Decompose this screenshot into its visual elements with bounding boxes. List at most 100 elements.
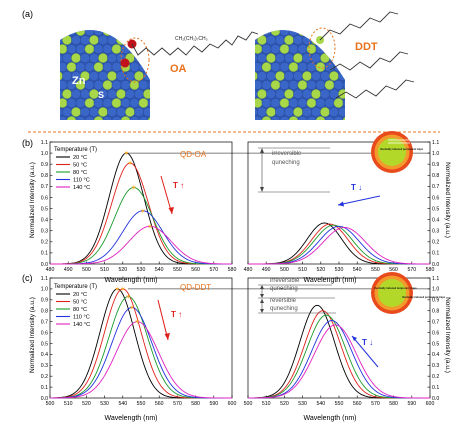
y-tick-label: 0.1	[432, 385, 439, 391]
peak-marker: ✶	[125, 293, 131, 301]
x-tick-label: 540	[316, 401, 325, 407]
peak-marker: ✶	[140, 207, 146, 215]
x-tick-label: 510	[64, 401, 73, 407]
x-tick-label: 600	[228, 401, 237, 407]
t-down-arrow-c	[351, 335, 379, 368]
ylabel-b-right: Normalized Intensity (a.u.)	[444, 162, 451, 238]
y-tick-label: 1.1	[432, 276, 439, 282]
y-tick-label: 0.2	[41, 240, 48, 246]
x-tick-label: 520	[118, 267, 127, 273]
x-tick-label: 480	[46, 267, 55, 273]
peak-marker: ✶	[127, 160, 133, 168]
x-tick-label: 560	[155, 401, 164, 407]
x-tick-label: 500	[46, 401, 55, 407]
y-tick-label: 0.1	[41, 385, 48, 391]
x-tick-label: 590	[407, 401, 416, 407]
y-tick-label: 0.6	[41, 330, 48, 336]
x-tick-label: 550	[137, 401, 146, 407]
x-tick-label: 540	[118, 401, 127, 407]
irreversible-label-c-1: irreversible	[270, 278, 300, 284]
y-tick-label: 0.9	[41, 298, 48, 304]
x-tick-label: 520	[82, 401, 91, 407]
x-tick-label: 550	[371, 267, 380, 273]
xlabel-b-left: Wavelength (nm)	[104, 277, 157, 284]
legend-entry: 20 °C	[73, 155, 87, 161]
legend-c: Temperature (T) 20 °C 50 °C80 °C 110 °C140 …	[54, 284, 97, 328]
y-tick-label: 0.4	[41, 352, 48, 358]
x-tick-label: 560	[191, 267, 200, 273]
panel-label-b: (b)	[22, 138, 33, 148]
zn-label: Zn	[72, 75, 86, 87]
ylabel-c: Normalized Intensity (a.u.)	[29, 297, 36, 373]
x-tick-label: 550	[335, 401, 344, 407]
peak-marker: ✶	[120, 285, 126, 293]
x-tick-label: 530	[298, 401, 307, 407]
x-tick-label: 590	[209, 401, 218, 407]
y-tick-label: 1.1	[432, 140, 439, 146]
y-tick-label: 0.7	[432, 319, 439, 325]
x-tick-label: 580	[191, 401, 200, 407]
y-tick-label: 0.8	[41, 173, 48, 179]
x-tick-label: 550	[173, 267, 182, 273]
y-tick-label: 0.3	[41, 363, 48, 369]
ylabel-b: Normalized Intensity (a.u.)	[29, 162, 36, 238]
series-line-4	[50, 210, 232, 265]
y-tick-label: 0.9	[41, 162, 48, 168]
reversible-label-c-1: reversible	[270, 298, 297, 304]
legend-title: Temperature (T)	[54, 147, 97, 153]
x-tick-label: 520	[316, 267, 325, 273]
y-tick-label: 0.5	[432, 206, 439, 212]
x-tick-label: 540	[155, 267, 164, 273]
legend-entry: 80 °C	[73, 307, 87, 313]
quenching-bracket-c	[258, 284, 336, 314]
t-down-b: T ↓	[351, 183, 362, 192]
ddt-ligands: DDT	[308, 11, 415, 99]
y-tick-label: 1.0	[432, 151, 439, 157]
xlabel-c-left: Wavelength (nm)	[104, 415, 157, 422]
series-line-2	[248, 223, 430, 265]
qd-ddt-surface	[255, 30, 345, 120]
irreversible-bracket-b	[258, 147, 330, 193]
inset-qd-oa: thermally induced permanent traps	[371, 131, 424, 173]
x-tick-label: 510	[262, 401, 271, 407]
y-tick-label: 0.2	[41, 374, 48, 380]
y-tick-label: 0.7	[41, 184, 48, 190]
series-line-3	[50, 187, 232, 265]
y-tick-label: 1.1	[41, 276, 48, 282]
x-tick-label: 520	[280, 401, 289, 407]
x-tick-label: 560	[389, 267, 398, 273]
y-tick-label: 0.6	[432, 195, 439, 201]
x-tick-label: 480	[244, 267, 253, 273]
oa-label: OA	[170, 63, 187, 75]
t-up-c: T ↑	[171, 310, 182, 319]
y-tick-label: 0.9	[432, 162, 439, 168]
peak-marker: ✶	[147, 223, 153, 231]
y-tick-label: 0.5	[41, 341, 48, 347]
y-tick-label: 0.9	[432, 298, 439, 304]
x-tick-label: 570	[209, 267, 218, 273]
peak-marker: ✶	[131, 184, 137, 192]
x-tick-label: 500	[280, 267, 289, 273]
y-tick-label: 0.3	[432, 229, 439, 235]
y-tick-label: 0.0	[41, 262, 48, 268]
y-tick-label: 1.0	[41, 287, 48, 293]
series-line-5	[248, 226, 430, 265]
y-tick-label: 1.1	[41, 140, 48, 146]
legend-entry: 110 °C	[73, 178, 90, 184]
y-tick-label: 0.8	[41, 309, 48, 315]
peak-marker: ✶	[124, 150, 130, 158]
legend-entry: 50 °C	[73, 300, 87, 306]
x-tick-label: 490	[64, 267, 73, 273]
xlabel-b-right: Wavelength (nm)	[303, 277, 356, 284]
legend-b: Temperature (T) 20 °C 50 °C80 °C 110 °C140 …	[54, 147, 97, 191]
x-tick-label: 580	[426, 267, 435, 273]
y-tick-label: 0.6	[432, 330, 439, 336]
x-tick-label: 530	[137, 267, 146, 273]
x-tick-label: 580	[228, 267, 237, 273]
legend-entry: 20 °C	[73, 292, 87, 298]
series-line-4	[49, 306, 232, 399]
inset-text-top: thermally induced permanent traps	[380, 147, 424, 151]
y-tick-label: 0.3	[41, 229, 48, 235]
x-tick-label: 490	[262, 267, 271, 273]
